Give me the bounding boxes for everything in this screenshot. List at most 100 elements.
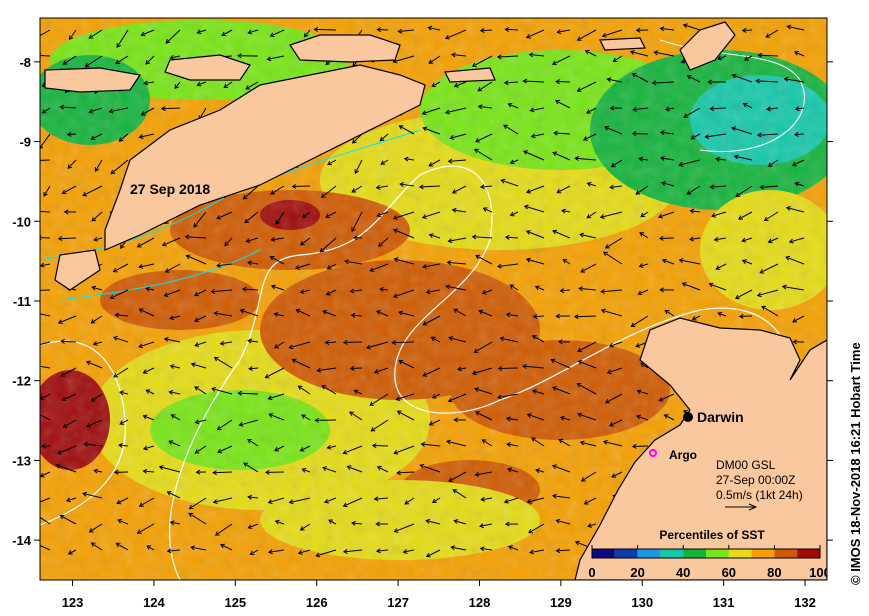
current-arrow xyxy=(40,262,51,268)
current-arrow xyxy=(580,263,597,273)
current-arrow xyxy=(40,365,51,369)
current-arrow xyxy=(351,185,363,193)
current-arrow xyxy=(558,439,571,447)
current-arrow xyxy=(342,549,363,554)
darwin-marker xyxy=(683,412,693,422)
x-tick-label: 127 xyxy=(387,595,409,610)
current-arrow xyxy=(658,393,675,402)
current-arrow xyxy=(785,206,805,213)
current-arrow xyxy=(743,55,753,61)
y-tick-label: -12 xyxy=(12,374,31,389)
current-arrow xyxy=(653,50,675,57)
current-arrow xyxy=(471,55,493,68)
scale-arrow xyxy=(725,503,758,511)
current-arrow xyxy=(604,125,623,135)
current-arrow xyxy=(165,29,181,44)
current-arrow xyxy=(196,81,207,87)
current-arrow xyxy=(301,211,311,219)
current-arrow xyxy=(741,259,753,265)
current-arrow xyxy=(270,284,285,291)
legend-colorbar xyxy=(591,548,821,559)
current-arrow xyxy=(635,185,649,195)
current-arrow xyxy=(210,288,233,294)
current-arrow xyxy=(269,29,285,38)
current-arrow xyxy=(190,362,207,369)
current-arrow xyxy=(756,132,779,138)
current-arrow xyxy=(93,468,103,474)
current-arrow xyxy=(326,263,337,270)
current-arrow xyxy=(221,29,233,37)
current-arrow xyxy=(528,523,545,534)
current-arrow xyxy=(678,258,701,265)
x-axis: 123 124 125 126 127 128 129 130 131 132 xyxy=(62,580,816,610)
current-arrow xyxy=(505,416,519,422)
current-arrow xyxy=(506,442,519,448)
current-arrow xyxy=(522,150,545,161)
current-arrow xyxy=(112,263,129,273)
current-arrow xyxy=(373,367,389,374)
current-arrow xyxy=(553,130,571,136)
x-tick-label: 130 xyxy=(631,595,653,610)
current-arrow xyxy=(561,208,571,214)
current-arrow xyxy=(303,29,311,38)
place-label-darwin: Darwin xyxy=(697,409,744,425)
current-arrow xyxy=(247,338,259,344)
current-arrow xyxy=(61,185,77,195)
current-arrow xyxy=(194,419,207,425)
current-arrow xyxy=(379,286,389,292)
current-arrow xyxy=(40,516,51,525)
current-arrow xyxy=(477,81,493,92)
current-arrow xyxy=(717,311,727,317)
current-arrow xyxy=(118,133,129,142)
current-arrow xyxy=(733,154,753,161)
current-arrow xyxy=(734,289,753,300)
current-arrow xyxy=(731,126,753,135)
current-arrow xyxy=(765,106,779,112)
current-arrow xyxy=(138,308,155,317)
current-arrow xyxy=(212,470,233,476)
current-arrow xyxy=(245,81,259,90)
current-arrow xyxy=(529,549,545,555)
current-arrow xyxy=(428,233,441,239)
current-arrow xyxy=(709,184,727,190)
current-arrow xyxy=(453,81,467,88)
current-arrow xyxy=(168,390,181,395)
current-arrow xyxy=(301,467,311,473)
current-arrow xyxy=(82,491,103,499)
current-arrow xyxy=(604,393,623,404)
current-arrow xyxy=(393,257,415,265)
date-label: 27 Sep 2018 xyxy=(130,181,210,197)
current-arrow xyxy=(264,469,285,475)
current-arrow xyxy=(678,159,701,167)
current-arrow xyxy=(216,262,233,268)
current-arrow xyxy=(67,549,77,555)
legend-swatch xyxy=(614,549,638,558)
current-arrow xyxy=(236,53,259,59)
current-arrow xyxy=(41,107,51,114)
current-arrow xyxy=(274,445,285,452)
current-arrow xyxy=(327,159,337,166)
current-arrow xyxy=(138,263,155,269)
current-arrow xyxy=(478,309,493,317)
current-arrow xyxy=(299,237,311,246)
current-arrow xyxy=(686,75,701,83)
current-arrow xyxy=(682,23,701,31)
current-arrow xyxy=(791,159,805,167)
current-arrow xyxy=(601,29,623,38)
current-arrow xyxy=(349,288,363,294)
current-arrow xyxy=(586,211,597,219)
current-arrow xyxy=(247,523,259,530)
current-arrow xyxy=(142,367,155,374)
current-arrow xyxy=(244,211,259,224)
current-arrow xyxy=(247,494,259,500)
current-arrow xyxy=(497,365,519,371)
current-arrow xyxy=(391,340,415,345)
current-arrow xyxy=(403,156,415,162)
current-arrow xyxy=(756,289,779,298)
current-arrow xyxy=(163,289,181,298)
current-arrow xyxy=(658,211,675,219)
current-arrow xyxy=(661,258,675,265)
current-arrow xyxy=(738,313,753,319)
current-arrow xyxy=(578,286,597,292)
current-arrow xyxy=(474,471,493,477)
